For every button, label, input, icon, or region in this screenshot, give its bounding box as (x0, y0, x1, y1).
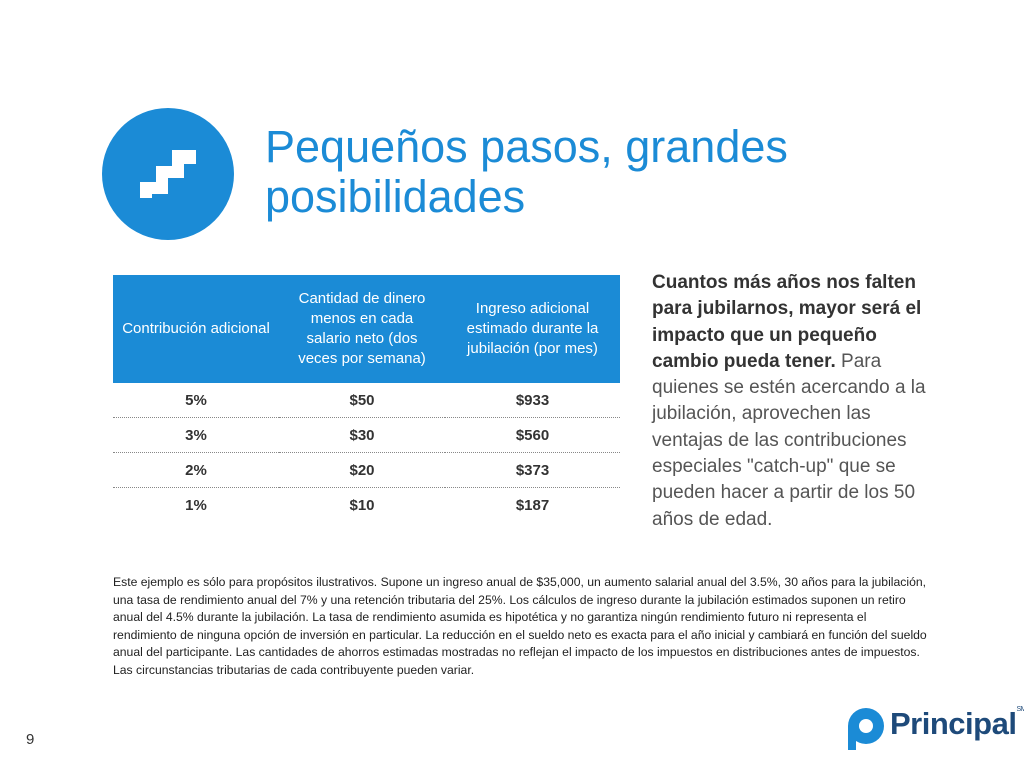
logo-text: PrincipalSM (890, 706, 1024, 742)
table-cell: $20 (279, 452, 445, 488)
table-cell: 1% (185, 496, 207, 514)
table-cell: $10 (349, 496, 375, 514)
logo-mark: SM (1016, 706, 1024, 713)
table-header: Contribución adicional (113, 275, 279, 383)
side-text-regular: Para quienes se estén acercando a la jub… (652, 350, 926, 530)
table-cell: $30 (279, 417, 445, 453)
table-cell: $50 (279, 383, 445, 418)
logo-icon (848, 708, 884, 750)
title: Pequeños pasos, grandes (265, 121, 788, 172)
table-row: 2% $20 $373 (113, 452, 620, 488)
table-cell: 2% (113, 452, 279, 488)
table: Contribución adicional Cantidad de diner… (113, 275, 620, 522)
table-cell: $933 (445, 383, 620, 418)
table-cell: 5% (113, 383, 279, 418)
stairs-icon (102, 108, 234, 240)
table-header: Ingreso adicional estimado durante la ju… (445, 275, 620, 383)
side-text-bold: Cuantos más años nos falten para jubilar… (652, 272, 922, 372)
table-cell: 3% (113, 417, 279, 453)
title: posibilidades (265, 171, 526, 222)
table-header: Cantidad de dinero menos en cada salario… (279, 275, 445, 383)
logo-name: Principal (890, 706, 1017, 741)
table-cell: $373 (445, 452, 620, 488)
table-cell: $560 (445, 417, 620, 453)
footnote: Este ejemplo es sólo para propósitos ilu… (113, 575, 927, 677)
table-row: 3% $30 $560 (113, 417, 620, 453)
table-row: 1% $10 $187 (113, 488, 620, 523)
table-cell: $187 (515, 496, 550, 514)
table-row: 5% $50 $933 (113, 383, 620, 418)
page-number: 9 (26, 731, 35, 748)
side-text: Cuantos más años nos falten para jubilar… (652, 270, 942, 533)
